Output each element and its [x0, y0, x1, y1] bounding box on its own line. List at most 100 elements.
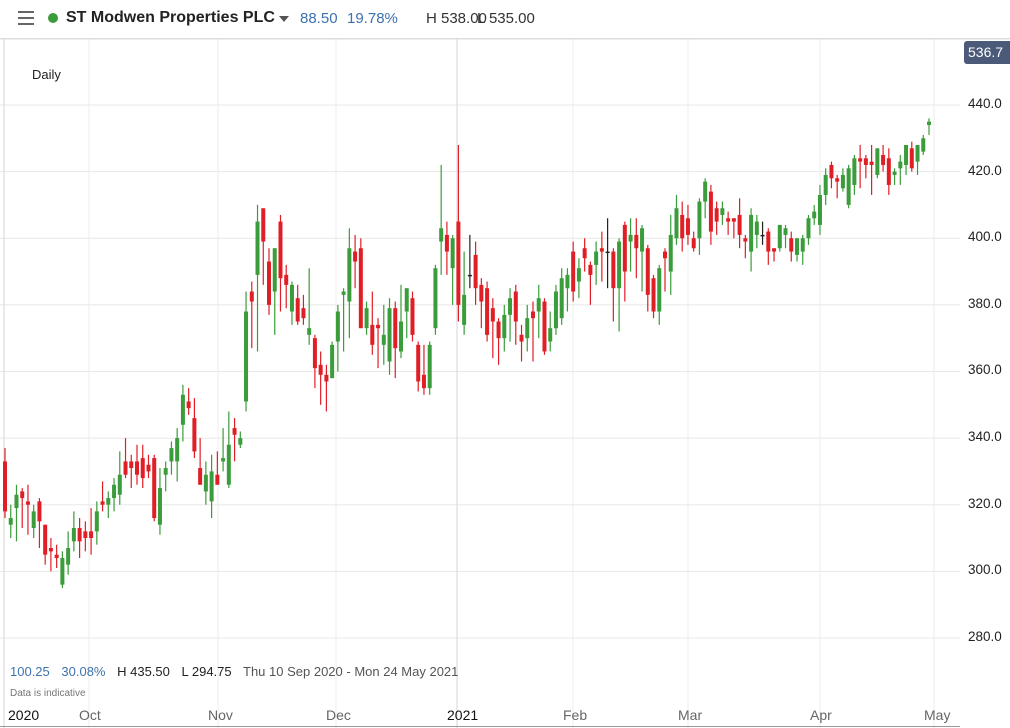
candle-body [289, 284, 294, 312]
candle [416, 341, 421, 392]
candle [634, 218, 639, 279]
candle-body [312, 338, 317, 369]
candle [548, 311, 553, 352]
candle [186, 388, 191, 415]
candle [708, 184, 713, 245]
candle [772, 248, 777, 262]
candle [783, 224, 788, 249]
candle-body [295, 298, 300, 322]
x-tick-label: Oct [79, 707, 101, 723]
candle-body [157, 488, 162, 525]
candle-body [48, 548, 53, 552]
candle-body [83, 531, 88, 539]
y-tick-label: 380.0 [968, 295, 1002, 311]
candle-body [663, 251, 667, 259]
candle-body [8, 518, 13, 525]
candle-body [209, 471, 214, 502]
candle-body [749, 214, 754, 252]
candle [685, 204, 690, 245]
date-range: Thu 10 Sep 2020 - Mon 24 May 2021 [243, 664, 459, 679]
candle-body [381, 334, 386, 345]
candle-body [358, 248, 363, 329]
candle-body [255, 221, 260, 275]
period-label[interactable]: Daily [32, 67, 61, 82]
x-axis-line [0, 726, 960, 727]
candle-body [444, 234, 449, 252]
candle-body [594, 251, 599, 265]
candle [904, 144, 909, 175]
candle-body [410, 298, 415, 335]
candle-body [163, 468, 168, 475]
candlestick-chart[interactable] [0, 39, 1010, 728]
x-tick-label: 2021 [447, 707, 479, 723]
range-high: H 435.50 [117, 664, 170, 679]
candle [341, 288, 346, 352]
candle-body [175, 438, 180, 462]
candle-body [180, 394, 185, 425]
candle [490, 298, 495, 359]
candle-body [737, 214, 742, 235]
candle-body [169, 448, 174, 462]
header-change-percent: 19.78% [347, 10, 398, 27]
candle-body [146, 464, 151, 472]
candle [565, 268, 570, 312]
candle [307, 268, 312, 345]
candle [106, 491, 111, 519]
candle-body [421, 374, 426, 389]
candle-body [823, 174, 828, 195]
candle-body [772, 248, 777, 252]
candle [324, 364, 329, 412]
candle-body [215, 474, 220, 485]
candle-body [427, 344, 432, 389]
candle [749, 208, 754, 272]
candle-body [622, 224, 627, 272]
candle-body [473, 254, 478, 289]
x-tick-label: May [924, 707, 951, 723]
candle-body [754, 221, 759, 235]
candle [628, 218, 633, 272]
hamburger-menu-icon[interactable] [18, 11, 34, 25]
candle [215, 451, 220, 485]
candle-body [685, 218, 690, 235]
range-stats: 100.25 30.08% H 435.50 L 294.75 Thu 10 S… [10, 664, 466, 679]
candle-body [634, 234, 639, 249]
candle [456, 144, 461, 322]
candle-body [525, 318, 530, 339]
candle-body [439, 228, 444, 242]
candle-body [261, 208, 266, 242]
candle-body [226, 444, 231, 485]
candle-body [881, 154, 886, 165]
candle-body [123, 461, 128, 475]
candle-body [777, 224, 782, 249]
candle-body [588, 264, 593, 275]
candle-body [536, 298, 541, 312]
candle [777, 224, 782, 252]
candle [542, 298, 547, 355]
instrument-title[interactable]: ST Modwen Properties PLC [66, 9, 275, 26]
candle-body [875, 148, 880, 175]
candle [112, 478, 117, 512]
candle [295, 284, 300, 325]
candle-body [789, 238, 794, 252]
candle-body [921, 138, 926, 152]
y-tick-label: 420.0 [968, 162, 1002, 178]
candle [726, 211, 731, 235]
candle-body [892, 171, 897, 175]
candles [3, 118, 931, 588]
candle-body [462, 294, 467, 325]
candle [421, 344, 426, 395]
candle-body [812, 211, 817, 219]
instrument-dropdown-caret-icon[interactable] [279, 16, 289, 22]
header-low: L 535.00 [477, 10, 535, 27]
y-tick-label: 440.0 [968, 96, 1002, 111]
candle-body [54, 554, 59, 559]
candle [404, 288, 409, 339]
chart-header: ST Modwen Properties PLC 88.50 19.78% H … [0, 0, 1010, 39]
candle-body [800, 238, 805, 252]
candle-body [77, 528, 82, 542]
candle [43, 524, 48, 565]
candle [135, 444, 139, 485]
candle [927, 118, 931, 135]
candle [203, 461, 208, 505]
candle [553, 284, 558, 335]
